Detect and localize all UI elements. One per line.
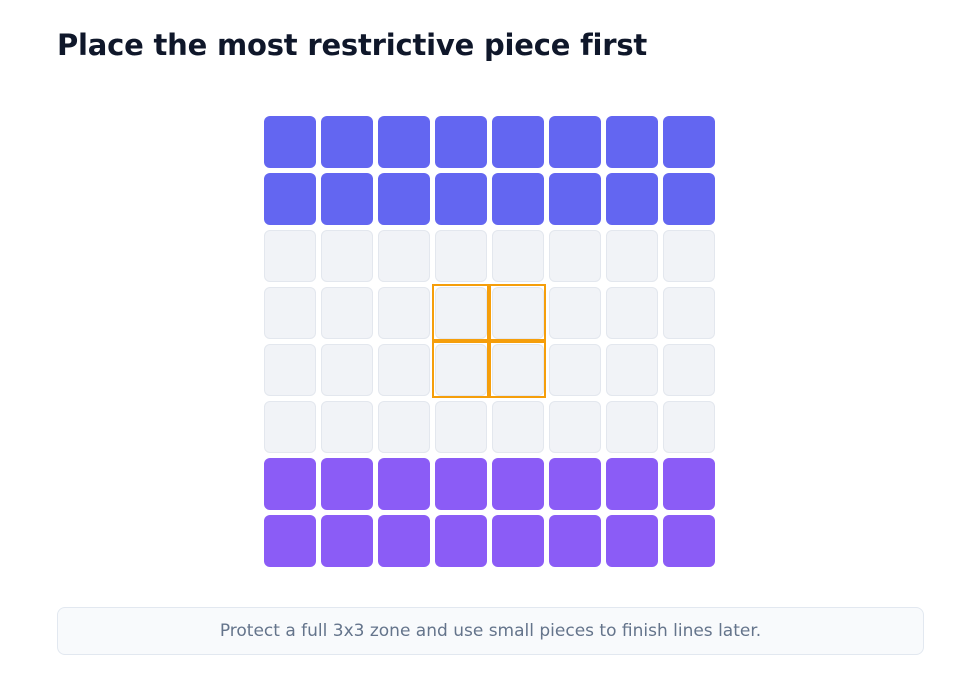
empty-cell[interactable] <box>264 230 316 282</box>
empty-cell[interactable] <box>321 287 373 339</box>
empty-cell[interactable] <box>663 230 715 282</box>
empty-cell[interactable] <box>492 230 544 282</box>
title: Place the most restrictive piece first <box>57 28 648 62</box>
filled-cell[interactable] <box>606 116 658 168</box>
empty-cell[interactable] <box>321 401 373 453</box>
empty-cell[interactable] <box>492 287 544 339</box>
empty-cell[interactable] <box>378 287 430 339</box>
empty-cell[interactable] <box>606 344 658 396</box>
filled-cell[interactable] <box>321 173 373 225</box>
empty-cell[interactable] <box>264 401 316 453</box>
filled-cell[interactable] <box>321 458 373 510</box>
filled-cell[interactable] <box>663 458 715 510</box>
empty-cell[interactable] <box>663 401 715 453</box>
empty-cell[interactable] <box>549 401 601 453</box>
placement-highlight <box>432 284 489 341</box>
filled-cell[interactable] <box>492 173 544 225</box>
filled-cell[interactable] <box>606 458 658 510</box>
filled-cell[interactable] <box>264 116 316 168</box>
empty-cell[interactable] <box>606 401 658 453</box>
empty-cell[interactable] <box>435 230 487 282</box>
empty-cell[interactable] <box>264 287 316 339</box>
filled-cell[interactable] <box>264 515 316 567</box>
filled-cell[interactable] <box>606 173 658 225</box>
board <box>264 116 717 569</box>
placement-highlight <box>489 284 546 341</box>
empty-cell[interactable] <box>321 230 373 282</box>
empty-cell[interactable] <box>435 344 487 396</box>
empty-cell[interactable] <box>663 344 715 396</box>
empty-cell[interactable] <box>663 287 715 339</box>
filled-cell[interactable] <box>663 515 715 567</box>
filled-cell[interactable] <box>435 515 487 567</box>
filled-cell[interactable] <box>378 116 430 168</box>
filled-cell[interactable] <box>492 458 544 510</box>
placement-highlight <box>489 341 546 398</box>
empty-cell[interactable] <box>378 401 430 453</box>
filled-cell[interactable] <box>321 515 373 567</box>
empty-cell[interactable] <box>606 287 658 339</box>
empty-cell[interactable] <box>492 344 544 396</box>
empty-cell[interactable] <box>264 344 316 396</box>
filled-cell[interactable] <box>549 515 601 567</box>
filled-cell[interactable] <box>378 173 430 225</box>
filled-cell[interactable] <box>378 515 430 567</box>
filled-cell[interactable] <box>435 173 487 225</box>
filled-cell[interactable] <box>435 458 487 510</box>
filled-cell[interactable] <box>606 515 658 567</box>
filled-cell[interactable] <box>378 458 430 510</box>
empty-cell[interactable] <box>435 287 487 339</box>
empty-cell[interactable] <box>549 344 601 396</box>
empty-cell[interactable] <box>435 401 487 453</box>
filled-cell[interactable] <box>663 116 715 168</box>
empty-cell[interactable] <box>378 230 430 282</box>
empty-cell[interactable] <box>549 287 601 339</box>
filled-cell[interactable] <box>663 173 715 225</box>
filled-cell[interactable] <box>549 116 601 168</box>
empty-cell[interactable] <box>606 230 658 282</box>
filled-cell[interactable] <box>549 173 601 225</box>
empty-cell[interactable] <box>378 344 430 396</box>
filled-cell[interactable] <box>264 173 316 225</box>
filled-cell[interactable] <box>264 458 316 510</box>
filled-cell[interactable] <box>492 515 544 567</box>
filled-cell[interactable] <box>492 116 544 168</box>
empty-cell[interactable] <box>492 401 544 453</box>
tip: Protect a full 3x3 zone and use small pi… <box>57 607 924 655</box>
empty-cell[interactable] <box>321 344 373 396</box>
filled-cell[interactable] <box>435 116 487 168</box>
placement-highlight <box>432 341 489 398</box>
empty-cell[interactable] <box>549 230 601 282</box>
filled-cell[interactable] <box>549 458 601 510</box>
filled-cell[interactable] <box>321 116 373 168</box>
